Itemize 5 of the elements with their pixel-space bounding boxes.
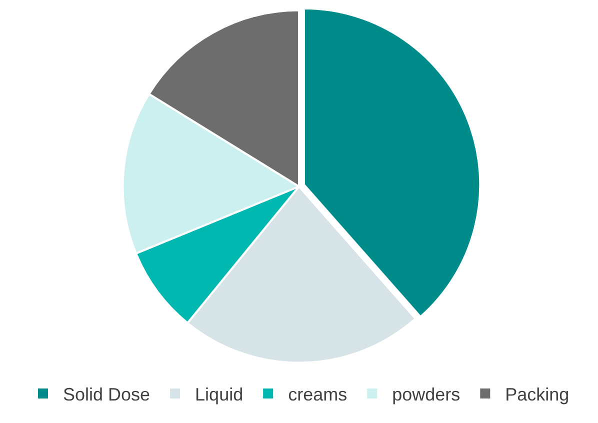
legend-label: powders (392, 384, 460, 404)
legend-label: Liquid (195, 384, 244, 404)
legend-label: Packing (505, 384, 570, 404)
legend-label: creams (288, 384, 348, 404)
legend-label: Solid Dose (63, 384, 150, 404)
